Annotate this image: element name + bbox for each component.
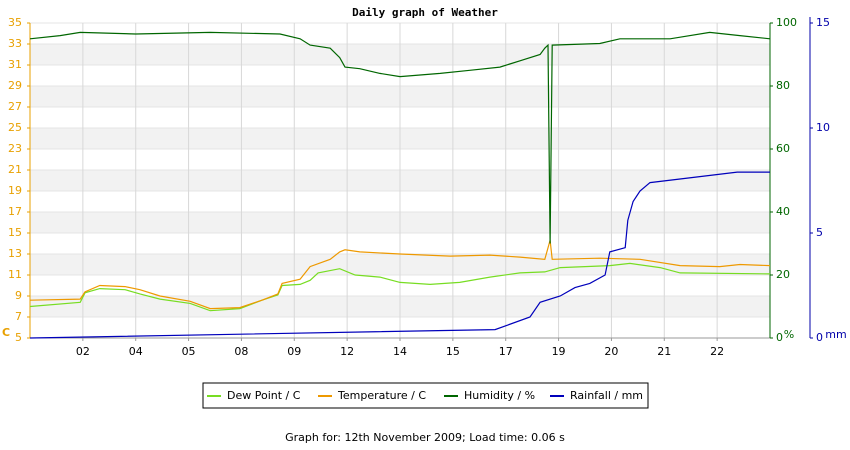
y-tick-label: 29 (8, 79, 22, 92)
y2-tick-label: 40 (776, 205, 790, 218)
y2-tick-label: 0 (776, 331, 783, 344)
series-line (29, 171, 770, 339)
legend-label: Humidity / % (464, 389, 535, 402)
y3-tick-label: 5 (816, 226, 823, 239)
y3-tick-label: 0 (816, 331, 823, 344)
series-line (29, 240, 771, 310)
y-tick-label: 13 (8, 247, 22, 260)
legend-label: Rainfall / mm (570, 389, 643, 402)
y2-axis-label: % (784, 328, 794, 341)
x-tick-label: 22 (710, 345, 724, 358)
x-tick-label: 05 (182, 345, 196, 358)
y-tick-label: 31 (8, 58, 22, 71)
x-tick-label: 15 (446, 345, 460, 358)
y2-tick-label: 20 (776, 268, 790, 281)
y-tick-label: 27 (8, 100, 22, 113)
series-line (29, 31, 771, 244)
y2-tick-label: 60 (776, 142, 790, 155)
series-line (29, 262, 771, 312)
y-axis-label: C (2, 326, 10, 339)
y-tick-label: 25 (8, 121, 22, 134)
y3-tick-label: 15 (816, 16, 830, 29)
y-tick-label: 33 (8, 37, 22, 50)
y-tick-label: 5 (15, 331, 22, 344)
y-tick-label: 23 (8, 142, 22, 155)
chart-title: Daily graph of Weather (352, 6, 498, 19)
y-tick-label: 19 (8, 184, 22, 197)
x-tick-label: 19 (552, 345, 566, 358)
y-tick-label: 15 (8, 226, 22, 239)
x-tick-label: 12 (340, 345, 354, 358)
y2-tick-label: 100 (776, 16, 797, 29)
y3-axis-label: mm (825, 328, 846, 341)
x-tick-label: 14 (393, 345, 407, 358)
legend-label: Temperature / C (337, 389, 426, 402)
y-tick-label: 11 (8, 268, 22, 281)
y-tick-label: 9 (15, 289, 22, 302)
x-tick-label: 04 (129, 345, 143, 358)
x-tick-label: 20 (604, 345, 618, 358)
x-tick-label: 02 (76, 345, 90, 358)
x-tick-label: 21 (657, 345, 671, 358)
x-tick-label: 17 (499, 345, 513, 358)
y3-tick-label: 10 (816, 121, 830, 134)
x-tick-label: 08 (234, 345, 248, 358)
y-tick-label: 17 (8, 205, 22, 218)
y-tick-label: 21 (8, 163, 22, 176)
x-tick-label: 09 (287, 345, 301, 358)
y2-tick-label: 80 (776, 79, 790, 92)
y-tick-label: 7 (15, 310, 22, 323)
legend-label: Dew Point / C (227, 389, 301, 402)
footer: Graph for: 12th November 2009; Load time… (285, 431, 565, 444)
y-tick-label: 35 (8, 16, 22, 29)
legend-box (202, 382, 649, 409)
